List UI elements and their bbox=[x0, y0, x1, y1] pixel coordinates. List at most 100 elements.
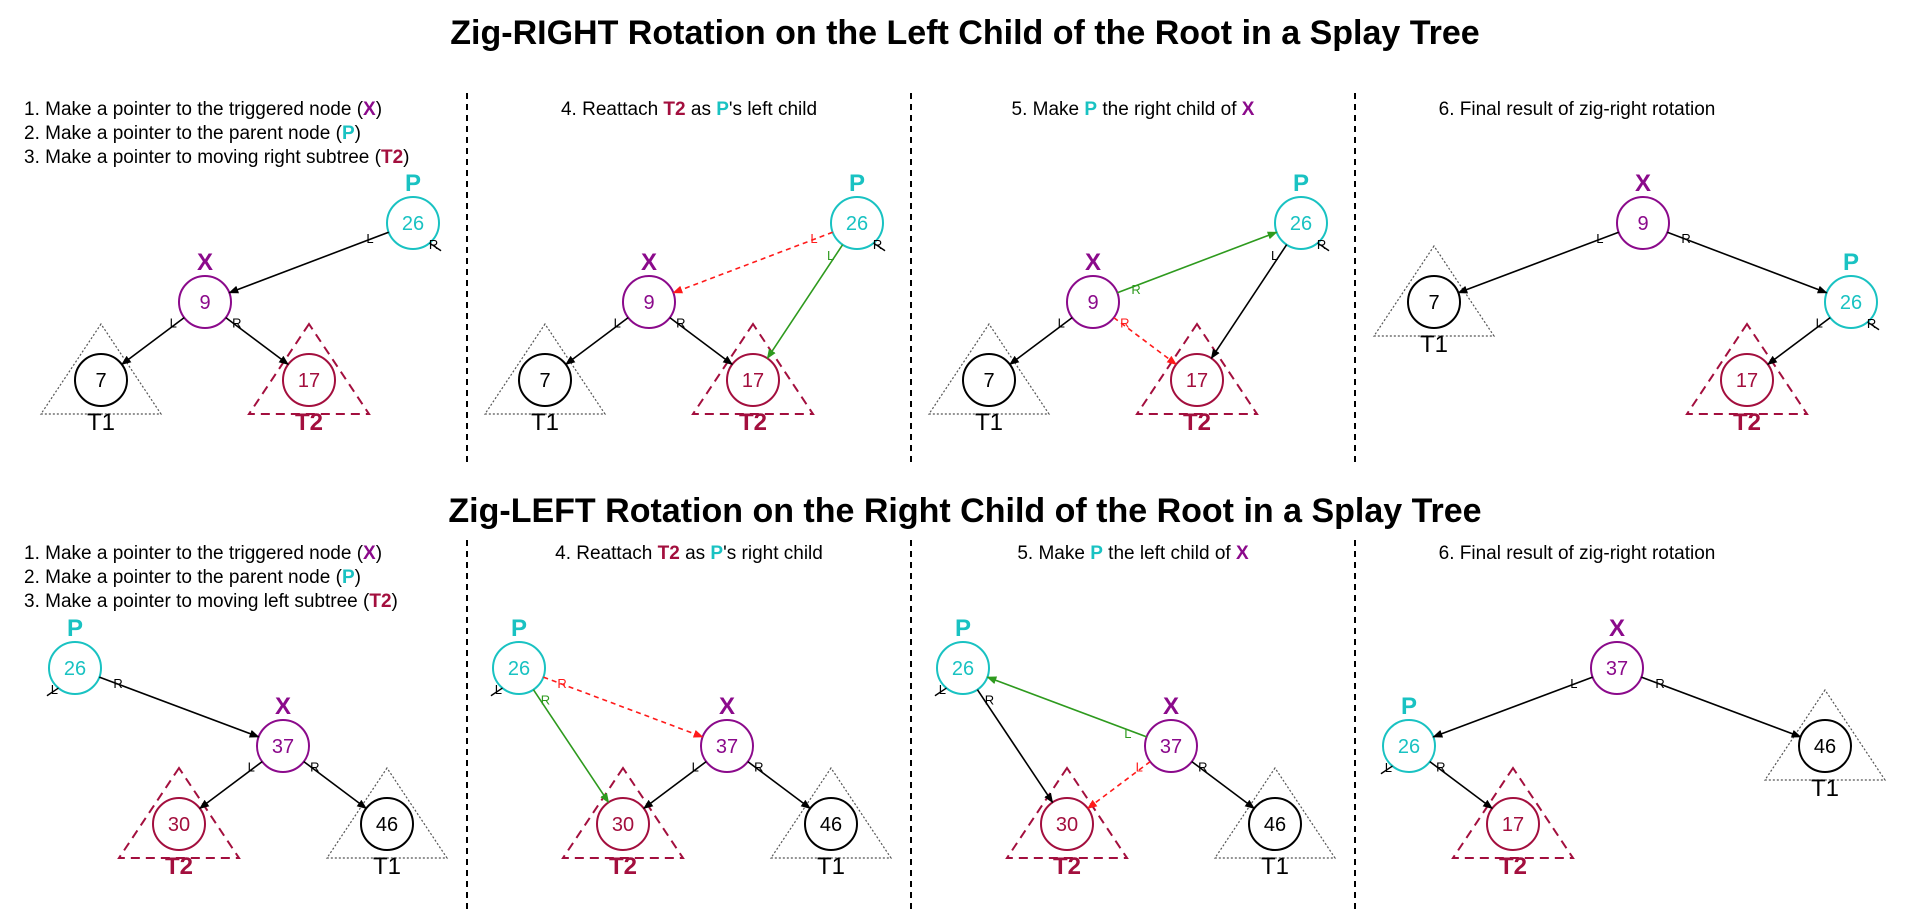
top-x-left-edge-s1 bbox=[121, 316, 185, 366]
bottom-steps-2-highlight: P bbox=[342, 567, 355, 588]
top-caption-step4-part-0: 4. Reattach bbox=[561, 99, 663, 120]
bottom-final-t2-triangle bbox=[1451, 766, 1575, 859]
bottom-t1-triangle-s3 bbox=[1213, 766, 1337, 859]
top-p-new-left-edge-s2-label: L bbox=[827, 248, 834, 263]
top-t2-triangle-s1 bbox=[247, 322, 371, 415]
top-x-node-s3-value: 9 bbox=[1087, 292, 1098, 314]
top-t2-node-s3-value: 17 bbox=[1186, 370, 1208, 392]
top-t2-node-s2-value: 17 bbox=[742, 370, 764, 392]
top-t1-node-s2-value: 7 bbox=[539, 370, 550, 392]
bottom-steps-2-text: 2. Make a pointer to the parent node ( bbox=[24, 567, 343, 588]
top-t1-triangle-s3 bbox=[927, 322, 1051, 415]
bottom-p-left-stub-s2-label: L bbox=[495, 682, 502, 697]
top-p-node-s2-value: 26 bbox=[846, 213, 868, 235]
bottom-t1-label-s1: T1 bbox=[373, 853, 401, 880]
top-final-p-node-value: 26 bbox=[1840, 292, 1862, 314]
top-p-node-s3-value: 26 bbox=[1290, 213, 1312, 235]
top-x-node-s2-value: 9 bbox=[643, 292, 654, 314]
bottom-t2-triangle-s2 bbox=[561, 766, 685, 859]
bottom-p-old-right-edge-s2 bbox=[543, 676, 704, 738]
top-x-node-s1-value: 9 bbox=[199, 292, 210, 314]
bottom-x-node-s2-value: 37 bbox=[716, 736, 738, 758]
top-x-to-p-edge-s3-label: R bbox=[1131, 282, 1140, 297]
top-p-right-stub-s3-label: R bbox=[1317, 237, 1326, 252]
top-p-node-s2-circle bbox=[830, 196, 884, 250]
bottom-final-x-right-edge bbox=[1641, 676, 1802, 738]
top-x-left-edge-s2-label: L bbox=[614, 315, 621, 330]
top-caption-step4-part-1: T2 bbox=[663, 99, 685, 120]
top-x-node-s1-circle bbox=[178, 275, 232, 329]
bottom-x-letter-s3: X bbox=[1163, 693, 1179, 720]
bottom-final-x-left-edge-label: L bbox=[1570, 676, 1577, 691]
panel-dividers bbox=[466, 93, 1356, 910]
bottom-p-node-s1-circle bbox=[48, 641, 102, 695]
bottom-final-t2-node-circle bbox=[1486, 797, 1540, 851]
top-p-node-s1-circle bbox=[386, 196, 440, 250]
top-caption-step5: 5. Make P the right child of X bbox=[1012, 99, 1255, 120]
top-t1-label-s2: T1 bbox=[531, 409, 559, 436]
bottom-final-t1-node-value: 46 bbox=[1814, 736, 1836, 758]
top-final-t1-node-value: 7 bbox=[1428, 292, 1439, 314]
bottom-final-p-left-stub bbox=[1380, 765, 1393, 775]
top-p-right-stub-s3 bbox=[1317, 242, 1330, 252]
bottom-x-right-edge-s2-label: R bbox=[754, 759, 763, 774]
top-final-p-left-edge bbox=[1767, 316, 1831, 366]
bottom-steps-1: 1. Make a pointer to the triggered node … bbox=[24, 543, 382, 564]
bottom-steps-2: 2. Make a pointer to the parent node (P) bbox=[24, 567, 361, 588]
bottom-x-letter-s2: X bbox=[719, 693, 735, 720]
bottom-x-right-edge-s1-label: R bbox=[310, 759, 319, 774]
bottom-final-p-left-stub-label: L bbox=[1385, 760, 1392, 775]
bottom-caption-step5: 5. Make P the left child of X bbox=[1017, 543, 1249, 564]
top-t1-node-s2-circle bbox=[518, 353, 572, 407]
top-final-p-left-edge-label: L bbox=[1816, 315, 1823, 330]
top-final-t1-label: T1 bbox=[1420, 331, 1448, 358]
bottom-x-node-s2-circle bbox=[700, 719, 754, 773]
top-title: Zig-RIGHT Rotation on the Left Child of … bbox=[450, 14, 1479, 52]
bottom-x-node-s1-value: 37 bbox=[272, 736, 294, 758]
bottom-t2-label-s2: T2 bbox=[609, 853, 637, 880]
top-final-p-node-circle bbox=[1824, 275, 1878, 329]
top-t2-node-s1-value: 17 bbox=[298, 370, 320, 392]
top-final-x-left-edge-label: L bbox=[1596, 231, 1603, 246]
top-p-right-stub-s2-label: R bbox=[873, 237, 882, 252]
top-steps-3-highlight: T2 bbox=[381, 147, 403, 168]
bottom-t2-triangle-s3 bbox=[1005, 766, 1129, 859]
bottom-p-left-stub-s3-label: L bbox=[939, 682, 946, 697]
bottom-caption-step4: 4. Reattach T2 as P's right child bbox=[555, 543, 823, 564]
top-p-right-stub-s2 bbox=[873, 242, 886, 252]
bottom-final-t1-triangle bbox=[1763, 688, 1887, 781]
top-t1-triangle-s2 bbox=[483, 322, 607, 415]
bottom-t1-node-s1-value: 46 bbox=[376, 814, 398, 836]
top-p-letter-s3: P bbox=[1293, 170, 1309, 197]
bottom-t2-node-s2-circle bbox=[596, 797, 650, 851]
top-steps-2: 2. Make a pointer to the parent node (P) bbox=[24, 123, 361, 144]
bottom-t1-node-s2-value: 46 bbox=[820, 814, 842, 836]
bottom-final-p-right-edge-label: R bbox=[1436, 759, 1445, 774]
bottom-title: Zig-LEFT Rotation on the Right Child of … bbox=[448, 492, 1481, 530]
bottom-steps-2-close: ) bbox=[355, 567, 361, 588]
top-p-letter-s2: P bbox=[849, 170, 865, 197]
top-p-left-edge-s1 bbox=[228, 231, 389, 294]
top-t2-label-s1: T2 bbox=[295, 409, 323, 436]
top-steps-2-text: 2. Make a pointer to the parent node ( bbox=[24, 123, 343, 144]
top-t1-label-s3: T1 bbox=[975, 409, 1003, 436]
bottom-t2-node-s3-value: 30 bbox=[1056, 814, 1078, 836]
top-steps-1: 1. Make a pointer to the triggered node … bbox=[24, 99, 382, 120]
top-x-letter-s3: X bbox=[1085, 249, 1101, 276]
top-t1-triangle-s1 bbox=[39, 322, 163, 415]
top-x-right-edge-s1-label: R bbox=[232, 315, 241, 330]
top-p-old-left-edge-s2 bbox=[672, 231, 833, 294]
top-final-p-letter: P bbox=[1843, 249, 1859, 276]
top-x-left-edge-s3-label: L bbox=[1058, 315, 1065, 330]
top-final-x-left-edge bbox=[1457, 231, 1619, 294]
bottom-x-right-edge-s3 bbox=[1191, 760, 1255, 810]
top-t2-node-s1-circle bbox=[282, 353, 336, 407]
bottom-final-x-left-edge bbox=[1432, 676, 1593, 738]
top-p-old-left-edge-s2-label: L bbox=[810, 231, 817, 246]
bottom-x-left-edge-s2-label: L bbox=[692, 759, 699, 774]
top-final-t1-node-circle bbox=[1407, 275, 1461, 329]
bottom-p-node-s2-value: 26 bbox=[508, 658, 530, 680]
top-x-node-s2-circle bbox=[622, 275, 676, 329]
bottom-t2-triangle-s1 bbox=[117, 766, 241, 859]
top-t1-node-s3-circle bbox=[962, 353, 1016, 407]
